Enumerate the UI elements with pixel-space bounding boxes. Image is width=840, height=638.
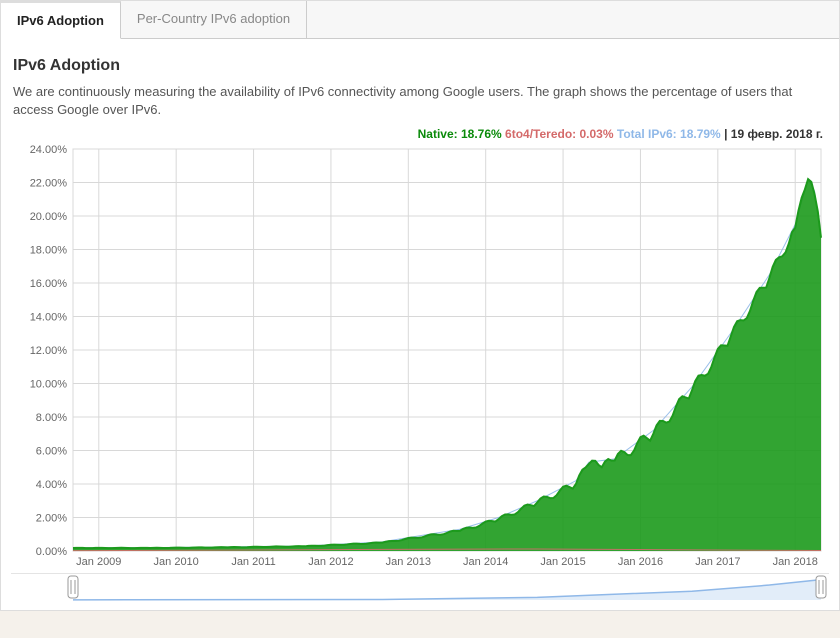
- tab-bar: IPv6 Adoption Per-Country IPv6 adoption: [1, 1, 839, 39]
- svg-text:Jan 2017: Jan 2017: [695, 556, 740, 568]
- page-title: IPv6 Adoption: [13, 57, 829, 75]
- svg-text:Jan 2011: Jan 2011: [231, 556, 275, 568]
- svg-text:Jan 2013: Jan 2013: [386, 556, 431, 568]
- svg-text:22.00%: 22.00%: [30, 178, 68, 190]
- range-handle-right[interactable]: [816, 576, 826, 598]
- svg-text:24.00%: 24.00%: [30, 144, 68, 156]
- description-text: We are continuously measuring the availa…: [13, 83, 829, 119]
- legend-teredo: 6to4/Teredo: 0.03%: [505, 127, 617, 141]
- svg-text:8.00%: 8.00%: [36, 412, 67, 424]
- line-chart-svg: 0.00% 2.00% 4.00% 6.00% 8.00% 10.00% 12.00% 14.…: [11, 143, 829, 573]
- svg-text:6.00%: 6.00%: [36, 446, 67, 458]
- svg-text:Jan 2015: Jan 2015: [540, 556, 585, 568]
- content: IPv6 Adoption We are continuously measur…: [1, 39, 839, 610]
- tab-ipv6-adoption[interactable]: IPv6 Adoption: [1, 1, 121, 39]
- svg-text:Jan 2016: Jan 2016: [618, 556, 663, 568]
- svg-text:Jan 2012: Jan 2012: [308, 556, 353, 568]
- legend-total: Total IPv6: 18.79%: [617, 127, 724, 141]
- svg-text:0.00%: 0.00%: [36, 546, 67, 558]
- panel: { "tabs":[ {"label":"IPv6 Adoption","act…: [0, 0, 840, 611]
- svg-text:16.00%: 16.00%: [30, 278, 68, 290]
- chart-legend: Native: 18.76% 6to4/Teredo: 0.03% Total …: [11, 127, 823, 141]
- tab-per-country[interactable]: Per-Country IPv6 adoption: [121, 1, 307, 38]
- svg-text:Jan 2018: Jan 2018: [773, 556, 818, 568]
- range-selector[interactable]: [11, 573, 829, 602]
- svg-text:4.00%: 4.00%: [36, 479, 67, 491]
- range-handle-left[interactable]: [68, 576, 78, 598]
- svg-text:Jan 2009: Jan 2009: [76, 556, 121, 568]
- svg-text:Jan 2010: Jan 2010: [154, 556, 199, 568]
- overview-svg[interactable]: [11, 574, 829, 602]
- svg-text:2.00%: 2.00%: [36, 513, 67, 525]
- svg-text:20.00%: 20.00%: [30, 211, 68, 223]
- svg-text:18.00%: 18.00%: [30, 245, 68, 257]
- svg-text:12.00%: 12.00%: [30, 345, 68, 357]
- legend-date: | 19 февр. 2018 г.: [724, 127, 823, 141]
- svg-text:10.00%: 10.00%: [30, 379, 68, 391]
- svg-text:14.00%: 14.00%: [30, 312, 68, 324]
- adoption-chart: 0.00% 2.00% 4.00% 6.00% 8.00% 10.00% 12.00% 14.…: [11, 143, 829, 573]
- svg-text:Jan 2014: Jan 2014: [463, 556, 508, 568]
- legend-native: Native: 18.76%: [418, 127, 505, 141]
